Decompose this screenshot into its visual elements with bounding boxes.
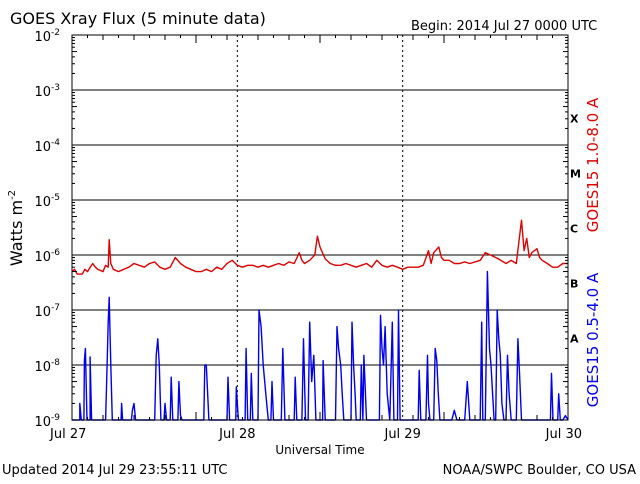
flare-class-label: M (570, 168, 581, 181)
flare-class-labels: X M C B A (570, 113, 581, 346)
chart-title: GOES Xray Flux (5 minute data) (10, 9, 266, 28)
y-tick-label: 10-2 (34, 28, 60, 45)
series-line-goes15-short (72, 270, 569, 421)
y-axis-title: Watts m-2 (7, 190, 26, 266)
y-tick-label: 10-5 (34, 193, 60, 210)
x-tick-label: Jul 30 (545, 427, 582, 442)
begin-label: Begin: 2014 Jul 27 0000 UTC (411, 19, 597, 34)
legend-goes15-short: GOES15 0.5-4.0 A (584, 272, 602, 407)
gridlines (72, 35, 568, 420)
flare-class-label: C (570, 223, 578, 236)
flare-class-label: A (570, 333, 579, 346)
series-group (71, 219, 569, 421)
y-tick-label: 10-8 (34, 358, 60, 375)
x-tick-label: Jul 27 (49, 427, 86, 442)
y-tick-label: 10-6 (34, 248, 60, 265)
series-line-goes15-long (71, 219, 568, 275)
y-tick-label: 10-9 (34, 413, 60, 430)
x-tick-label: Jul 29 (383, 427, 420, 442)
y-tick-label: 10-4 (34, 138, 60, 155)
y-tick-label: 10-3 (34, 83, 60, 100)
x-axis-title: Universal Time (275, 443, 364, 457)
flare-class-label: X (570, 113, 579, 126)
plot-frame (71, 34, 569, 421)
source-label: NOAA/SWPC Boulder, CO USA (443, 463, 636, 478)
y-axis-ticks: 10-2 10-3 10-4 10-5 10-6 10-7 10-8 10-9 (34, 28, 568, 430)
updated-label: Updated 2014 Jul 29 23:55:11 UTC (2, 463, 227, 478)
y-tick-label: 10-7 (34, 303, 60, 320)
flare-class-label: B (570, 278, 578, 291)
x-axis-ticks: Jul 27 Jul 28 Jul 29 Jul 30 (49, 35, 582, 442)
x-tick-label: Jul 28 (218, 427, 255, 442)
legend-goes15-long: GOES15 1.0-8.0 A (584, 97, 602, 232)
